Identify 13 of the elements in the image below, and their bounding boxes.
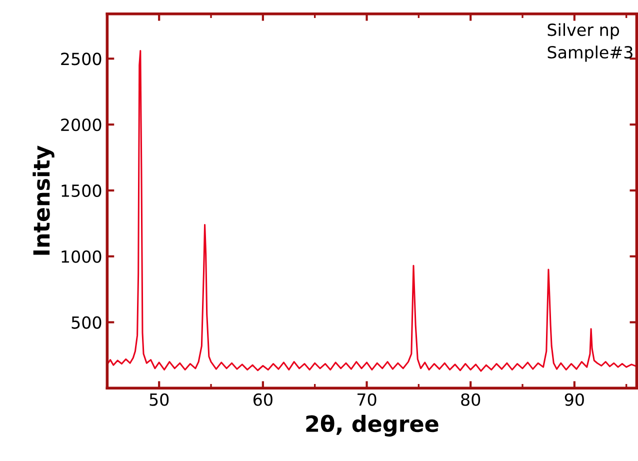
y-tick-label: 1000 xyxy=(62,250,102,263)
y-tick-label: 1500 xyxy=(62,184,102,198)
y-tick-label: 2500 xyxy=(61,52,102,66)
x-tick-label: 50 xyxy=(150,393,169,406)
x-tick-label: 90 xyxy=(564,393,584,406)
x-tick-label: 70 xyxy=(358,393,376,406)
y-axis-title: Intensity xyxy=(32,146,54,255)
y-tick-label: 500 xyxy=(72,316,102,329)
annotation: Silver np Sample#3 xyxy=(548,23,632,62)
y-tick-label: 2000 xyxy=(61,118,102,132)
x-tick-label: 60 xyxy=(253,393,272,406)
x-axis-title: 2θ, degree xyxy=(306,414,438,437)
x-tick-label: 80 xyxy=(461,393,480,406)
